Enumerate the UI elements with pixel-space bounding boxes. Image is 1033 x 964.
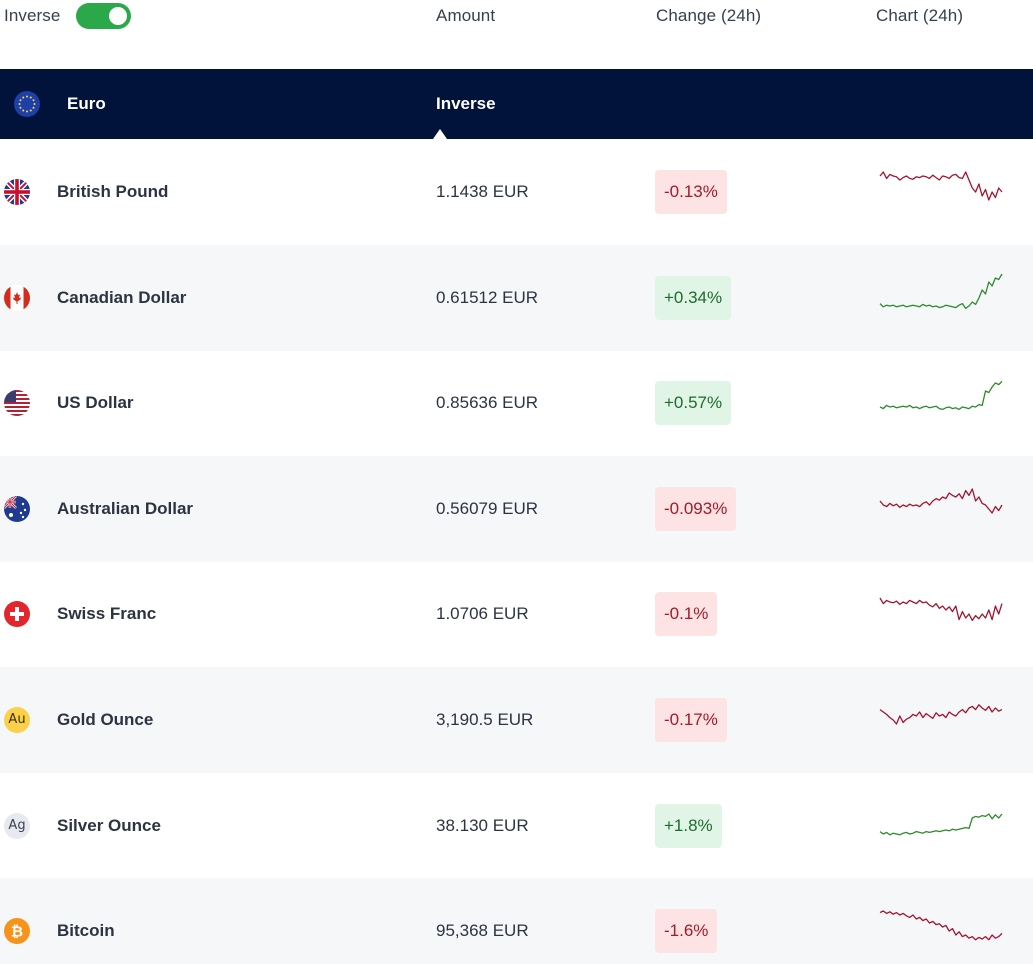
base-currency-name: Euro bbox=[67, 94, 106, 113]
currency-name: Silver Ounce bbox=[57, 816, 161, 835]
currency-amount: 1.0706 EUR bbox=[436, 604, 529, 623]
currency-amount: 0.61512 EUR bbox=[436, 288, 539, 307]
change-badge: +0.57% bbox=[655, 381, 732, 425]
currency-amount: 3,190.5 EUR bbox=[436, 710, 534, 729]
caret-pointer bbox=[433, 129, 447, 139]
sparkline-series bbox=[879, 380, 1003, 411]
currency-amount: 95,368 EUR bbox=[436, 921, 529, 940]
sparkline-chart bbox=[879, 597, 1003, 622]
currency-amount: 0.56079 EUR bbox=[436, 499, 539, 518]
change-badge: +1.8% bbox=[655, 804, 722, 848]
swiss-flag-icon bbox=[4, 601, 30, 627]
change-badge: -0.13% bbox=[655, 170, 727, 214]
currency-name: Canadian Dollar bbox=[57, 288, 187, 307]
table-row[interactable]: Swiss Franc 1.0706 EUR -0.1% bbox=[0, 561, 1033, 667]
base-mode-label: Inverse bbox=[436, 94, 496, 113]
sparkline-chart bbox=[879, 910, 1003, 941]
sparkline-chart bbox=[879, 273, 1003, 310]
currency-name: British Pound bbox=[57, 182, 169, 201]
base-currency-row[interactable]: Euro Inverse bbox=[0, 69, 1033, 139]
currency-name: Bitcoin bbox=[57, 921, 115, 940]
table-row[interactable]: Australian Dollar 0.56079 EUR -0.093% bbox=[0, 456, 1033, 562]
table-row[interactable]: Au Gold Ounce 3,190.5 EUR -0.17% bbox=[0, 667, 1033, 773]
inverse-toggle[interactable] bbox=[76, 3, 131, 29]
sparkline-series bbox=[879, 704, 1003, 725]
toggle-knob bbox=[109, 7, 127, 25]
sparkline-series bbox=[879, 488, 1003, 514]
change-badge: -1.6% bbox=[655, 909, 718, 953]
currency-amount: 38.130 EUR bbox=[436, 816, 529, 835]
sparkline-chart bbox=[879, 380, 1003, 411]
sparkline-series bbox=[879, 273, 1003, 310]
currency-name: Australian Dollar bbox=[57, 499, 194, 518]
gold-ounce-icon: Au bbox=[4, 707, 30, 733]
change-badge: -0.1% bbox=[655, 592, 718, 636]
us-flag-icon bbox=[4, 390, 30, 416]
table-row[interactable]: Ag Silver Ounce 38.130 EUR +1.8% bbox=[0, 773, 1033, 879]
canada-flag-icon bbox=[4, 285, 30, 311]
table-header: Inverse Amount Change (24h) Chart (24h) bbox=[0, 0, 1033, 69]
sparkline-chart bbox=[879, 704, 1003, 725]
sparkline-series bbox=[879, 910, 1003, 941]
sparkline-chart bbox=[879, 171, 1003, 201]
table-row[interactable]: ₿ Bitcoin 95,368 EUR -1.6% bbox=[0, 878, 1033, 964]
uk-flag-icon bbox=[4, 179, 30, 205]
currency-name: US Dollar bbox=[57, 393, 134, 412]
svg-text:₿: ₿ bbox=[11, 923, 23, 941]
sparkline-chart bbox=[879, 488, 1003, 514]
table-row[interactable]: Canadian Dollar 0.61512 EUR +0.34% bbox=[0, 245, 1033, 351]
sparkline-series bbox=[879, 171, 1003, 201]
sparkline-series bbox=[879, 813, 1003, 836]
bitcoin-icon: ₿ bbox=[4, 918, 30, 944]
sparkline-series bbox=[879, 597, 1003, 622]
sparkline-chart bbox=[879, 813, 1003, 836]
change-badge: -0.17% bbox=[655, 698, 727, 742]
column-header-change: Change (24h) bbox=[656, 6, 762, 25]
table-row[interactable]: US Dollar 0.85636 EUR +0.57% bbox=[0, 350, 1033, 456]
currency-amount: 1.1438 EUR bbox=[436, 182, 529, 201]
silver-ounce-icon: Ag bbox=[4, 813, 30, 839]
currency-name: Swiss Franc bbox=[57, 604, 157, 623]
eu-flag-icon bbox=[14, 91, 40, 117]
australia-flag-icon bbox=[4, 496, 30, 522]
currency-name: Gold Ounce bbox=[57, 710, 154, 729]
column-header-amount: Amount bbox=[436, 6, 496, 25]
currency-amount: 0.85636 EUR bbox=[436, 393, 539, 412]
change-badge: +0.34% bbox=[655, 276, 732, 320]
inverse-label: Inverse bbox=[4, 6, 61, 25]
change-badge: -0.093% bbox=[655, 487, 737, 531]
table-row[interactable]: British Pound 1.1438 EUR -0.13% bbox=[0, 139, 1033, 245]
column-header-chart: Chart (24h) bbox=[876, 6, 964, 25]
